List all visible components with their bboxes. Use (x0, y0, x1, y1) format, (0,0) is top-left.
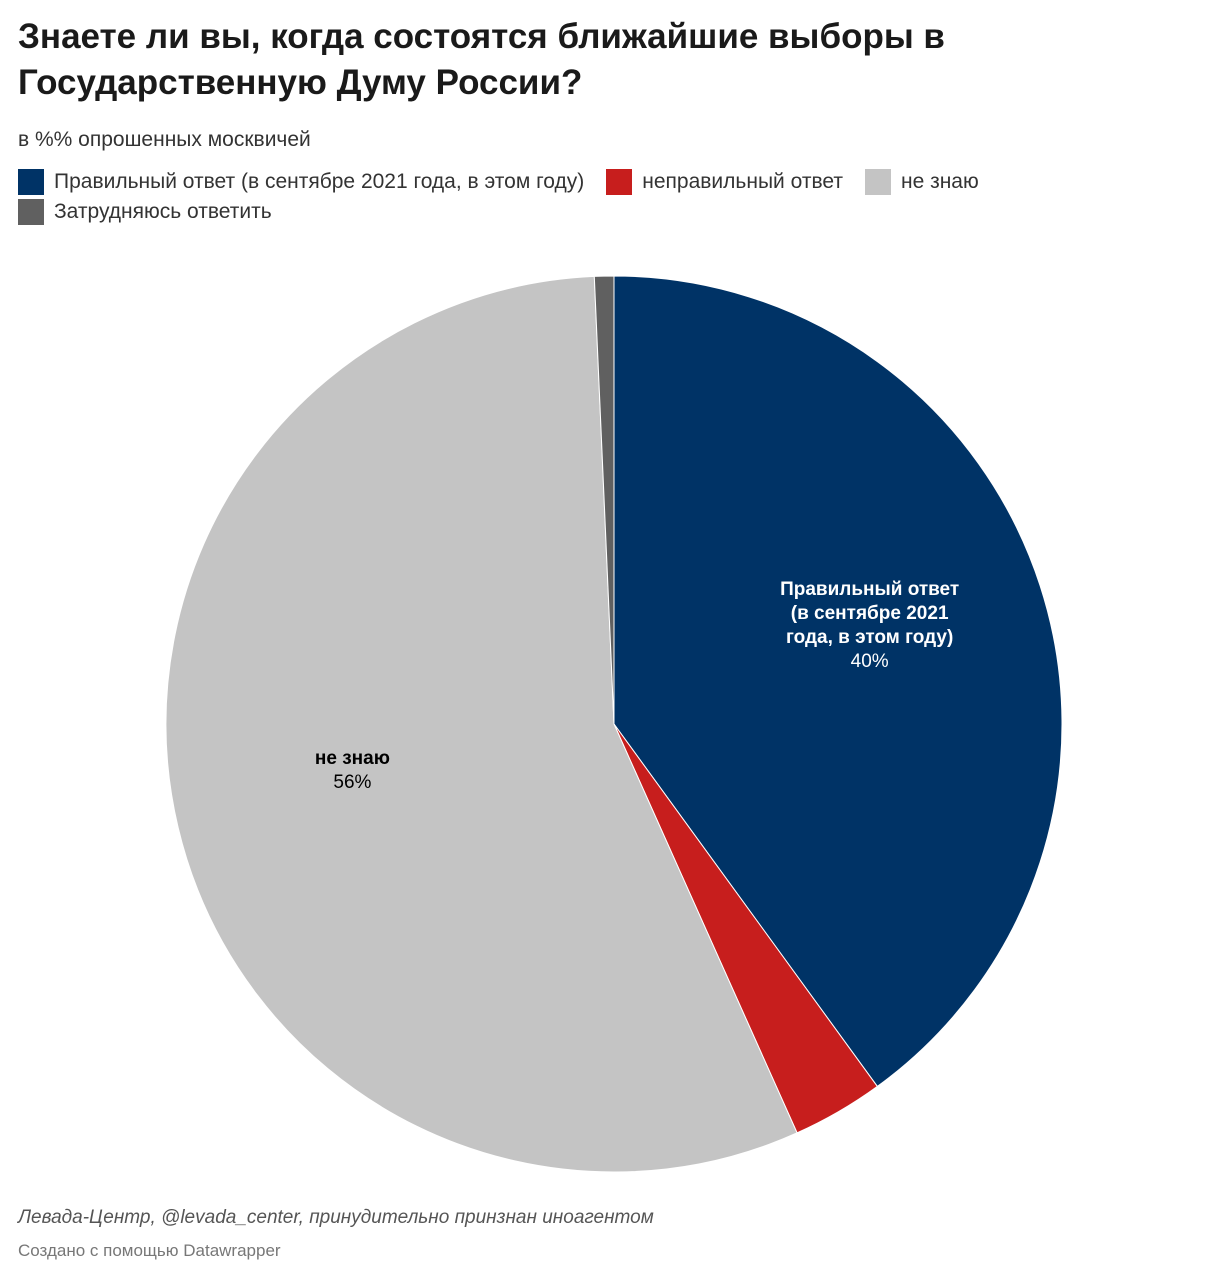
chart-title: Знаете ли вы, когда состоятся ближайшие … (18, 17, 945, 102)
chart-subtitle: в %% опрошенных москвичей (18, 128, 311, 151)
slice-label-dont-know: не знаю 56% (315, 748, 390, 793)
pie-slice-dont-know (165, 275, 798, 1173)
pie-slice-correct (613, 275, 1063, 1088)
legend-swatch-hard-to-say (18, 199, 44, 225)
legend-label-incorrect: неправильный ответ (642, 170, 843, 193)
pie-chart: Правильный ответ (в сентябре 2021 года, в … (165, 275, 1063, 1173)
legend-label-hard-to-say: Затрудняюсь ответить (54, 200, 272, 223)
slice-name-correct: Правильный ответ (780, 579, 959, 600)
slice-name-correct: года, в этом году) (786, 627, 953, 648)
legend-swatch-correct (18, 169, 44, 195)
source-note: Левада-Центр, @levada_center, принудител… (18, 1207, 654, 1228)
legend-item-incorrect: неправильный ответ (606, 169, 843, 195)
legend-swatch-incorrect (606, 169, 633, 195)
slice-value-correct: 40% (851, 651, 889, 672)
slice-name-correct: (в сентябре 2021 (791, 603, 949, 624)
legend-item-dont-know: не знаю (864, 169, 979, 195)
legend-item-correct: Правильный ответ (в сентябре 2021 года, … (18, 169, 585, 195)
credit-link[interactable]: Создано с помощью Datawrapper (18, 1241, 281, 1260)
legend: Правильный ответ (в сентябре 2021 года, … (18, 169, 1168, 225)
legend-swatch-dont-know (864, 169, 891, 195)
slice-name-dont-know: не знаю (315, 748, 390, 769)
slice-label-correct: Правильный ответ (в сентябре 2021 года, в … (780, 579, 959, 672)
legend-label-correct: Правильный ответ (в сентябре 2021 года, … (54, 170, 585, 193)
legend-item-hard-to-say: Затрудняюсь ответить (18, 199, 272, 225)
legend-label-dont-know: не знаю (900, 170, 979, 193)
slice-value-dont-know: 56% (333, 772, 371, 793)
pie-slice-hard-to-say (593, 275, 615, 725)
